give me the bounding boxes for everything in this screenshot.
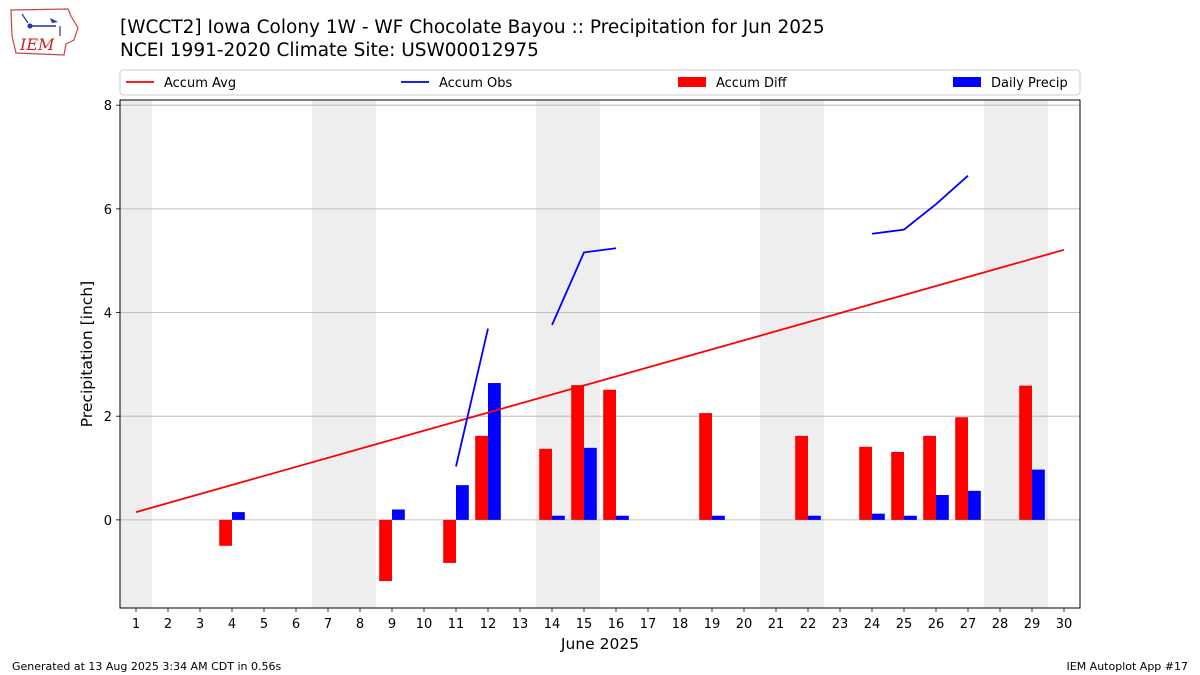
x-tick-label: 18: [672, 617, 689, 632]
accum-diff-bar: [923, 435, 936, 520]
daily-precip-bar: [936, 494, 949, 520]
x-tick-label: 14: [544, 617, 561, 632]
x-tick-label: 12: [480, 617, 497, 632]
x-tick-label: 29: [1024, 617, 1041, 632]
legend-label: Accum Obs: [439, 76, 512, 91]
weekend-band: [760, 100, 824, 608]
daily-precip-bar: [808, 515, 821, 520]
weekend-band: [312, 100, 376, 608]
daily-precip-bar: [968, 490, 981, 520]
x-axis: 1 2 3 4 5 6 7 8 9 10 11 12 13 14 15 16 17 18 19 20 21 22 23 24 2…: [132, 608, 1072, 632]
daily-precip-bar: [392, 509, 405, 520]
accum-diff-bar: [955, 417, 968, 520]
y-axis: 0 2 4 6 8: [104, 99, 120, 529]
x-tick-label: 2: [164, 617, 172, 632]
x-tick-label: 1: [132, 617, 140, 632]
chart-title: [WCCT2] Iowa Colony 1W - WF Chocolate Ba…: [120, 17, 825, 38]
daily-precip-bar: [616, 515, 629, 520]
accum-diff-bar: [571, 385, 584, 520]
x-tick-label: 28: [992, 617, 1009, 632]
x-tick-label: 26: [928, 617, 945, 632]
legend-label: Accum Diff: [716, 76, 788, 91]
daily-precip-bar: [232, 512, 245, 520]
accum-avg-line: [135, 248, 1065, 513]
iem-logo: IEM: [10, 8, 79, 56]
generated-note: Generated at 13 Aug 2025 3:34 AM CDT in …: [12, 660, 282, 673]
x-tick-label: 27: [960, 617, 977, 632]
logo-text: IEM: [19, 35, 55, 54]
plot-frame: [119, 99, 1081, 609]
y-tick-label: 4: [104, 307, 112, 322]
daily-precip-bar: [488, 383, 501, 520]
weekend-band: [536, 100, 600, 608]
x-tick-label: 6: [292, 617, 300, 632]
accum-obs-line: [455, 328, 489, 467]
weekend-band: [120, 100, 152, 608]
x-tick-label: 9: [388, 617, 396, 632]
daily-precip-bar: [1032, 469, 1045, 520]
daily-precip-bar: [456, 485, 469, 520]
x-tick-label: 24: [864, 617, 881, 632]
accum-obs-line: [551, 247, 617, 326]
daily-precip-bar: [712, 515, 725, 520]
x-tick-label: 7: [324, 617, 332, 632]
daily-precip-bar: [552, 515, 565, 520]
accum-diff-bar: [699, 413, 712, 520]
y-axis-label: Precipitation [inch]: [78, 281, 96, 427]
x-tick-label: 20: [736, 617, 753, 632]
accum-diff-bar: [795, 435, 808, 520]
legend-label: Daily Precip: [991, 76, 1068, 91]
x-tick-label: 30: [1056, 617, 1073, 632]
legend-frame: [119, 69, 1081, 96]
accum-diff-bar: [379, 519, 392, 582]
accum-diff-bar: [539, 448, 552, 520]
x-tick-label: 19: [704, 617, 721, 632]
weekend-band: [984, 100, 1048, 608]
accum-obs-line: [871, 175, 969, 235]
x-tick-label: 11: [448, 617, 465, 632]
chart-subtitle: NCEI 1991-2020 Climate Site: USW00012975: [120, 40, 539, 61]
x-tick-label: 25: [896, 617, 913, 632]
x-tick-label: 15: [576, 617, 593, 632]
x-tick-label: 13: [512, 617, 529, 632]
legend-label: Accum Avg: [164, 76, 236, 91]
x-axis-label: June 2025: [560, 635, 639, 653]
iowa-outline-icon: [10, 8, 79, 56]
accum-diff-bar: [219, 519, 232, 546]
x-tick-label: 10: [416, 617, 433, 632]
accum-diff-bar: [475, 435, 488, 520]
daily-precip-bar: [904, 515, 917, 520]
x-tick-label: 22: [800, 617, 817, 632]
daily-precip-bar: [872, 513, 885, 520]
y-tick-label: 0: [104, 514, 112, 529]
x-tick-label: 21: [768, 617, 785, 632]
x-tick-label: 8: [356, 617, 364, 632]
x-tick-label: 16: [608, 617, 625, 632]
legend-swatch: [678, 77, 706, 87]
y-gridlines: [120, 104, 1080, 521]
legend: Accum Avg Accum Obs Accum Diff Daily Precip: [119, 69, 1081, 96]
x-tick-label: 3: [196, 617, 204, 632]
y-tick-label: 8: [104, 99, 112, 114]
x-tick-label: 17: [640, 617, 657, 632]
x-tick-label: 23: [832, 617, 849, 632]
bars: [219, 383, 1045, 582]
daily-precip-bar: [584, 447, 597, 520]
accum-diff-bar: [891, 451, 904, 520]
accum-diff-bar: [443, 519, 456, 563]
x-tick-label: 4: [228, 617, 236, 632]
y-tick-label: 2: [104, 410, 112, 425]
legend-swatch: [953, 77, 981, 87]
accum-diff-bar: [603, 389, 616, 520]
y-tick-label: 6: [104, 203, 112, 218]
weekend-shading: [120, 100, 1048, 608]
accum-diff-bar: [1019, 385, 1032, 520]
accum-diff-bar: [859, 446, 872, 520]
lines: [135, 175, 1065, 513]
x-tick-label: 5: [260, 617, 268, 632]
app-note: IEM Autoplot App #17: [1066, 660, 1189, 673]
